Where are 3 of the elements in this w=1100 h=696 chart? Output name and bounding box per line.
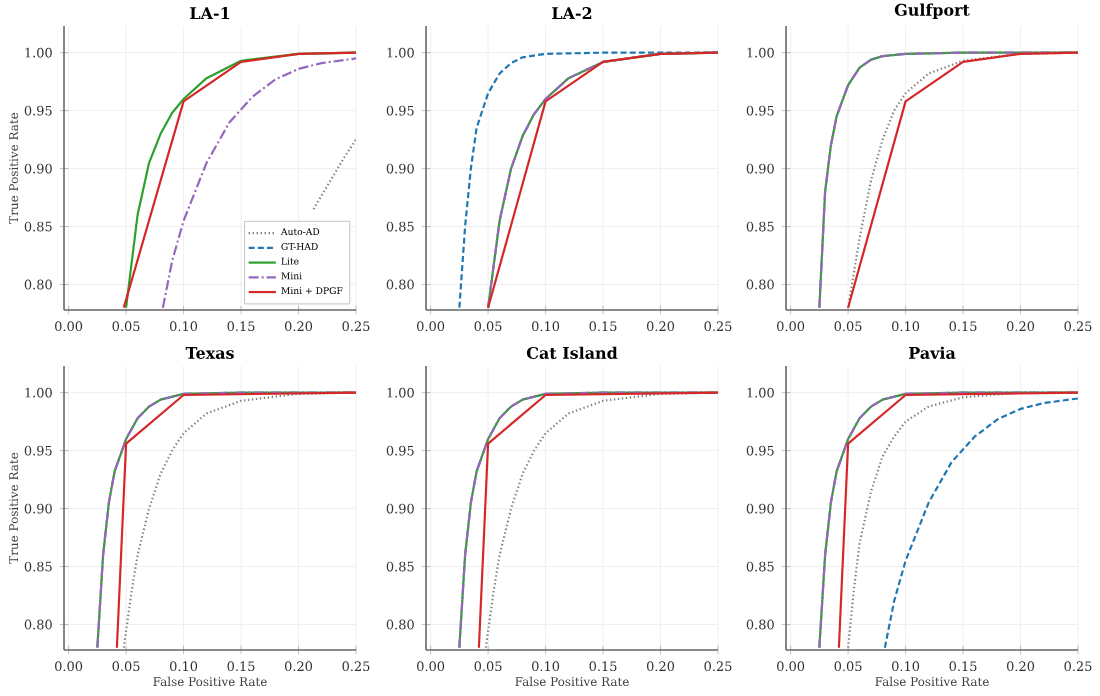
line-series [883,397,1079,649]
line-series [161,57,357,309]
line-series [312,138,357,211]
